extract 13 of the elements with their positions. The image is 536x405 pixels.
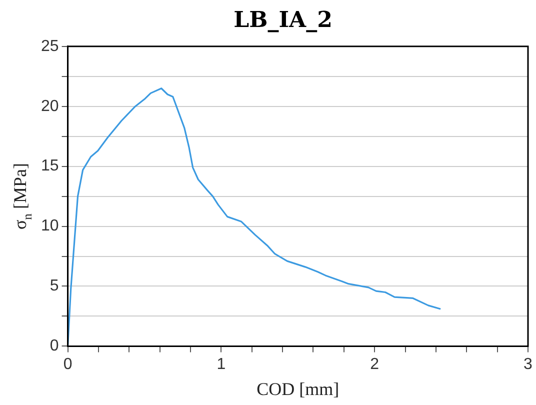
y-axis-title: σn [MPa] xyxy=(10,163,34,230)
y-tick-label: 25 xyxy=(41,38,59,55)
y-tick-label: 5 xyxy=(50,278,59,295)
x-tick-label: 0 xyxy=(63,356,72,374)
y-tick-label: 10 xyxy=(41,218,59,235)
chart-title: LB_IA_2 xyxy=(234,6,332,33)
y-tick-label: 15 xyxy=(41,158,59,175)
x-axis-title: COD [mm] xyxy=(256,378,340,399)
y-tick-label: 20 xyxy=(41,98,59,115)
x-tick-label: 2 xyxy=(370,356,380,374)
x-tick-label: 3 xyxy=(524,356,533,374)
x-tick-label: 1 xyxy=(216,356,226,374)
y-tick-label: 0 xyxy=(50,338,59,355)
